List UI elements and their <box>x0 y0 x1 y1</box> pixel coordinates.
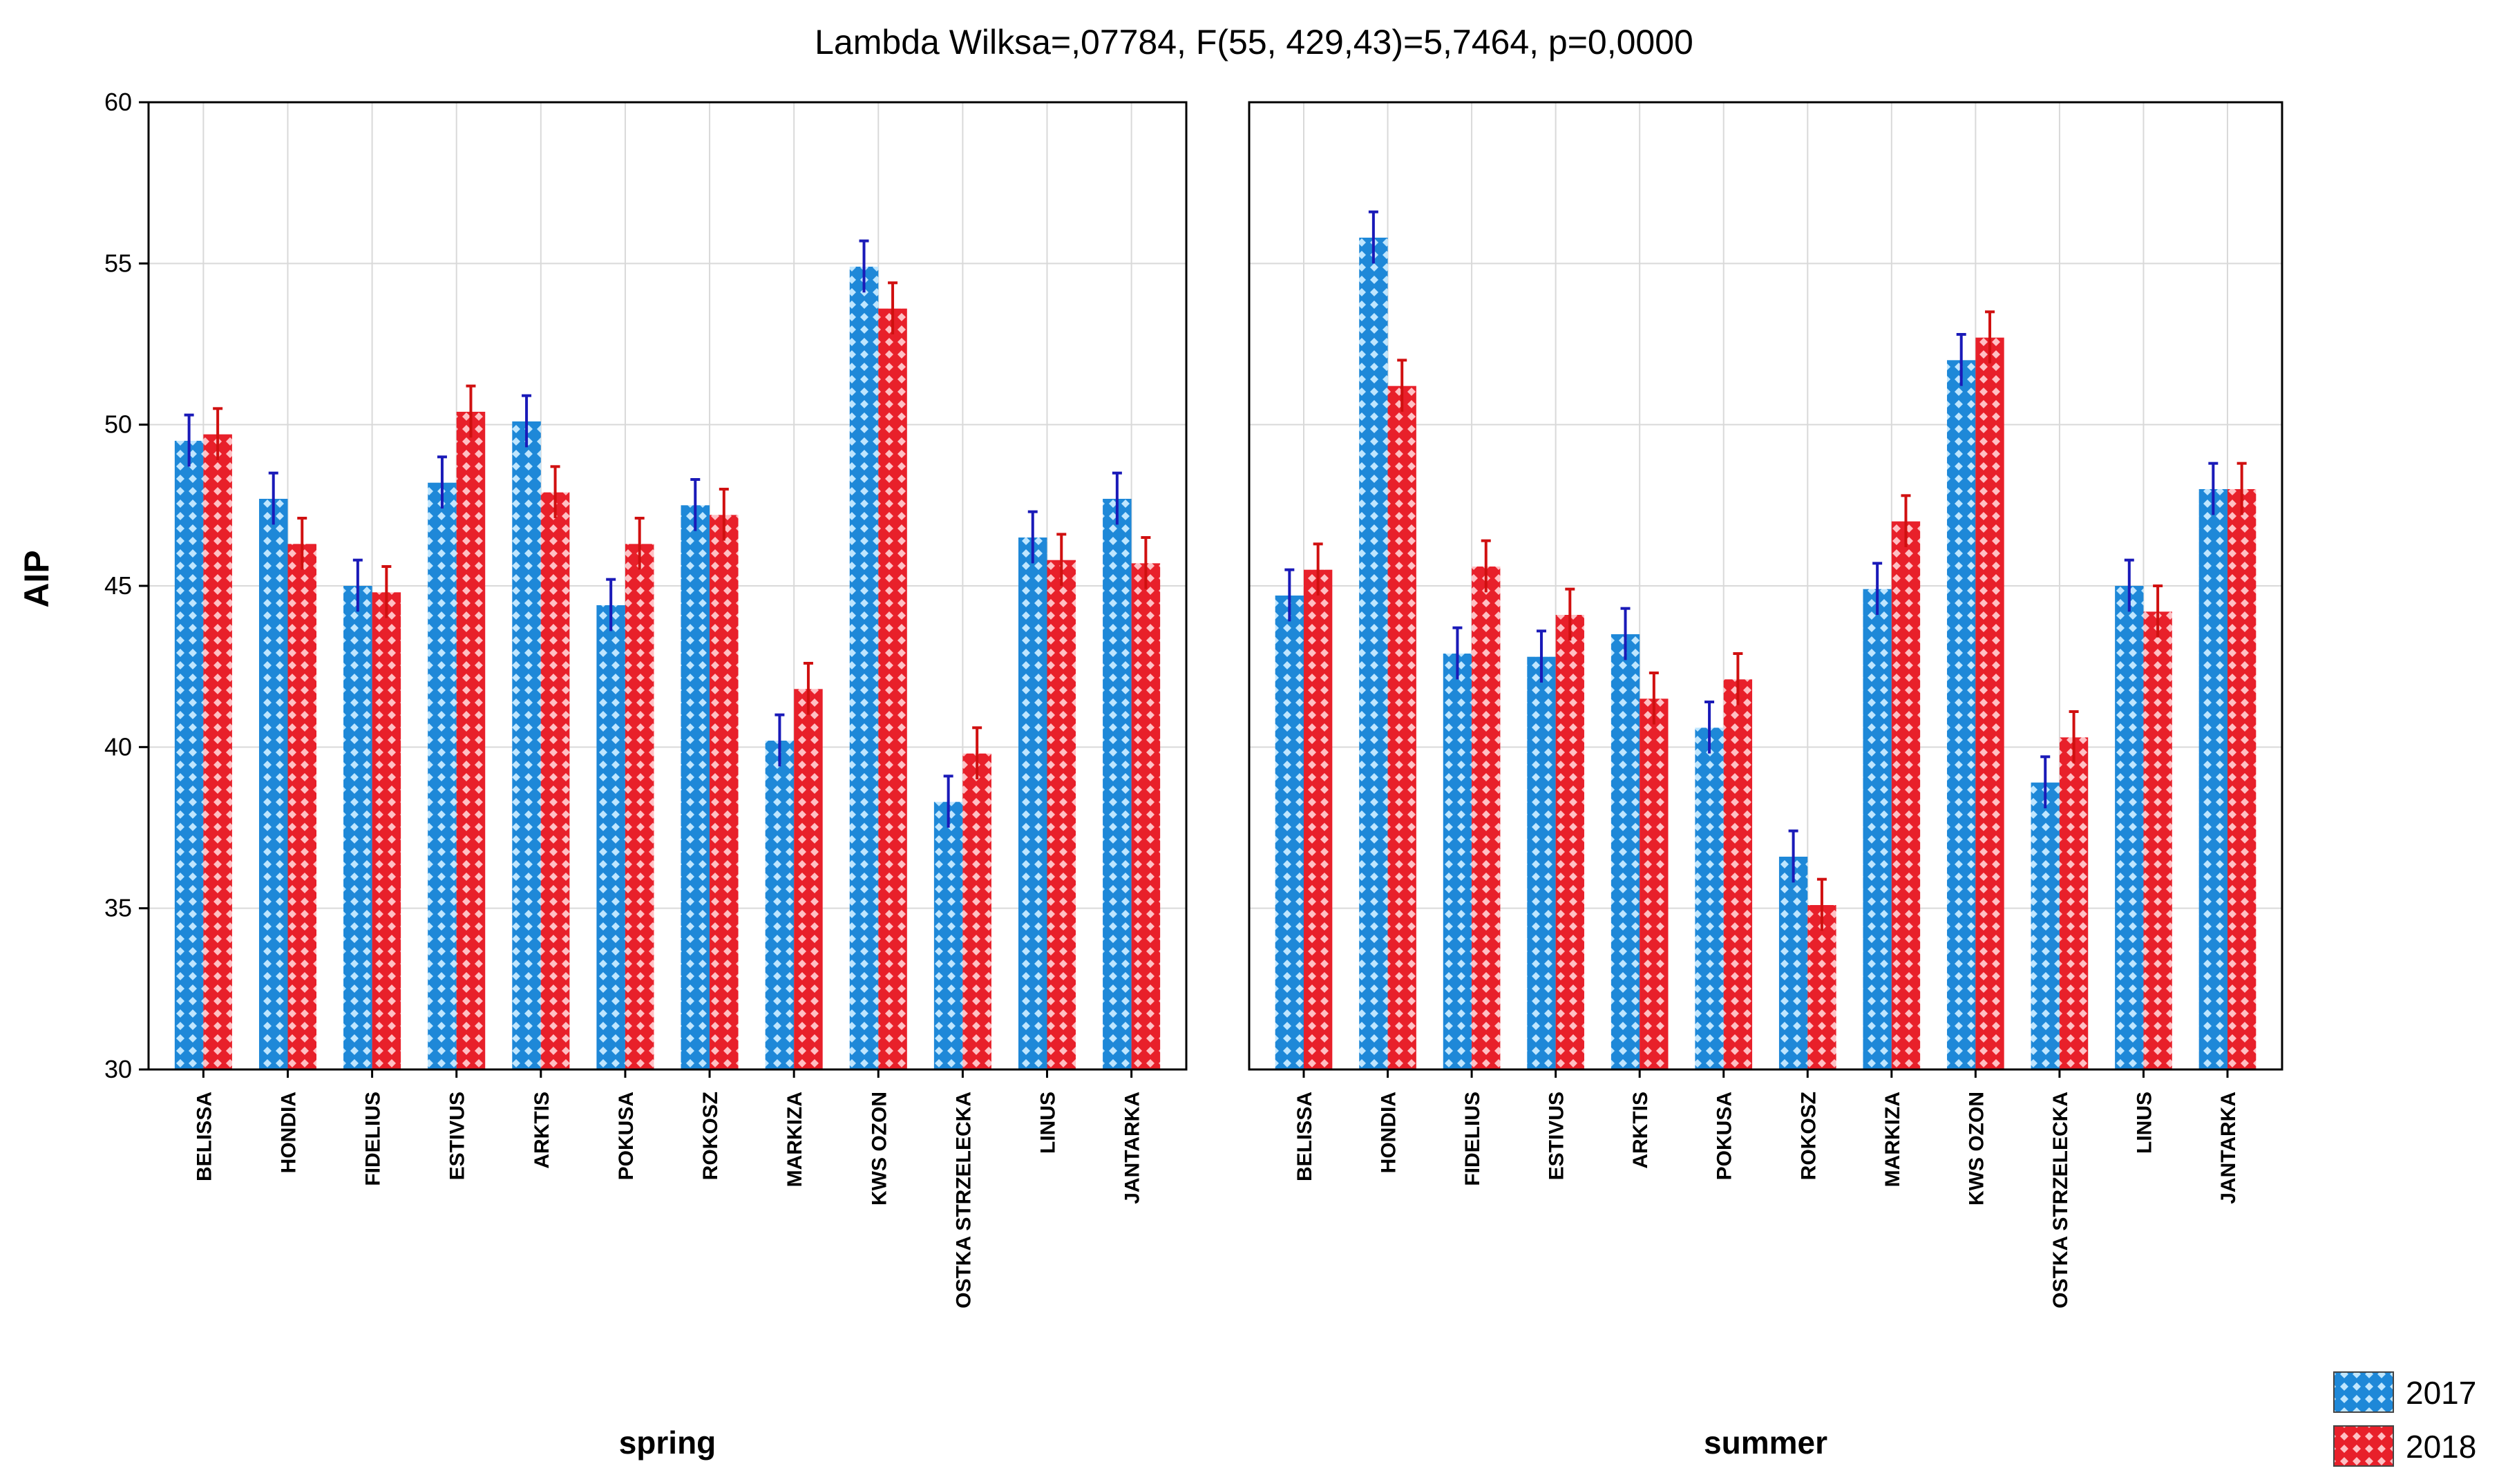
y-tick-label: 45 <box>104 571 132 600</box>
bar-spring-markiza-2017 <box>765 741 795 1069</box>
category-label-spring-fidelius: FIDELIUS <box>362 1092 385 1186</box>
bar-summer-pokusa-2017 <box>1695 727 1724 1069</box>
bar-summer-fidelius-2017 <box>1443 654 1472 1069</box>
bar-summer-linus-2018 <box>2143 611 2172 1069</box>
y-tick-label: 60 <box>104 88 132 116</box>
category-label-spring-ostka-strzelecka: OSTKA STRZELECKA <box>952 1092 975 1309</box>
category-label-spring-pokusa: POKUSA <box>615 1092 638 1180</box>
category-label-summer-belissa: BELISSA <box>1293 1092 1316 1181</box>
bar-spring-fidelius-2017 <box>343 586 372 1069</box>
bar-spring-belissa-2018 <box>203 434 232 1069</box>
y-tick-label: 40 <box>104 732 132 761</box>
legend-label-2017: 2017 <box>2406 1375 2476 1411</box>
bar-spring-estivus-2017 <box>428 482 457 1069</box>
bar-spring-jantarka-2017 <box>1103 499 1132 1069</box>
y-axis-label: AIP <box>17 550 56 607</box>
category-label-summer-kws-ozon: KWS OZON <box>1965 1092 1988 1206</box>
bar-summer-ostka-strzelecka-2017 <box>2031 782 2060 1069</box>
category-label-spring-kws-ozon: KWS OZON <box>868 1092 891 1206</box>
y-tick-label: 50 <box>104 410 132 439</box>
category-label-summer-hondia: HONDIA <box>1378 1092 1400 1173</box>
legend-swatch-2017 <box>2333 1371 2394 1413</box>
bar-spring-markiza-2018 <box>794 689 823 1069</box>
bar-spring-rokosz-2017 <box>681 505 710 1069</box>
panel-spring: 30 35 40 45 50 55 60 BELISSA HONDIA FIDELIUS ESTIV… <box>104 88 1188 1461</box>
bar-summer-belissa-2017 <box>1275 596 1304 1069</box>
bar-spring-kws-ozon-2017 <box>849 267 879 1069</box>
bar-spring-hondia-2017 <box>258 499 288 1069</box>
bar-spring-hondia-2018 <box>287 544 317 1069</box>
bar-spring-belissa-2017 <box>174 441 204 1069</box>
bar-spring-fidelius-2018 <box>372 592 401 1069</box>
chart-title: Lambda Wilksa=,07784, F(55, 429,43)=5,74… <box>815 23 1693 61</box>
bar-summer-pokusa-2018 <box>1723 679 1753 1069</box>
bar-spring-arktis-2017 <box>512 421 541 1069</box>
category-label-summer-arktis: ARKTIS <box>1629 1092 1652 1169</box>
bar-spring-rokosz-2018 <box>710 515 739 1069</box>
panel-summer: BELISSA HONDIA FIDELIUS ESTIVUS ARKTIS POKUSA… <box>1248 101 2283 1461</box>
bar-summer-hondia-2018 <box>1387 386 1416 1069</box>
bar-spring-linus-2018 <box>1047 560 1076 1069</box>
bar-summer-markiza-2017 <box>1863 589 1892 1069</box>
bar-summer-hondia-2017 <box>1359 238 1388 1069</box>
category-label-spring-markiza: MARKIZA <box>783 1092 806 1187</box>
category-label-summer-estivus: ESTIVUS <box>1546 1092 1568 1180</box>
category-label-spring-jantarka: JANTARKA <box>1121 1092 1144 1204</box>
category-label-spring-estivus: ESTIVUS <box>446 1092 469 1180</box>
bar-spring-ostka-strzelecka-2017 <box>933 801 963 1069</box>
bar-spring-pokusa-2017 <box>596 605 625 1069</box>
plot-frame-summer <box>1248 101 2283 1071</box>
category-label-summer-ostka-strzelecka: OSTKA STRZELECKA <box>2049 1092 2072 1309</box>
bar-summer-ostka-strzelecka-2018 <box>2059 737 2089 1069</box>
panel-label-spring: spring <box>619 1425 716 1461</box>
y-tick-label: 30 <box>104 1055 132 1083</box>
bar-spring-kws-ozon-2018 <box>878 308 907 1070</box>
bar-summer-rokosz-2018 <box>1807 905 1836 1069</box>
category-label-summer-markiza: MARKIZA <box>1881 1092 1904 1187</box>
bar-spring-estivus-2018 <box>456 412 486 1069</box>
bar-summer-arktis-2018 <box>1640 698 1669 1069</box>
bar-summer-linus-2017 <box>2115 586 2144 1069</box>
category-label-spring-belissa: BELISSA <box>193 1092 216 1181</box>
bar-spring-ostka-strzelecka-2018 <box>962 753 991 1069</box>
bar-summer-kws-ozon-2017 <box>1947 360 1976 1070</box>
bar-spring-jantarka-2018 <box>1131 563 1161 1069</box>
category-label-spring-linus: LINUS <box>1037 1092 1060 1154</box>
bar-spring-pokusa-2018 <box>625 544 654 1069</box>
bar-summer-arktis-2017 <box>1611 634 1640 1069</box>
category-label-summer-linus: LINUS <box>2133 1092 2156 1154</box>
legend: 2017 2018 <box>2333 1371 2476 1467</box>
category-label-spring-arktis: ARKTIS <box>531 1092 553 1169</box>
bar-summer-fidelius-2018 <box>1472 567 1501 1069</box>
bar-summer-estivus-2018 <box>1555 615 1584 1069</box>
bar-summer-jantarka-2018 <box>2227 489 2257 1069</box>
bar-summer-belissa-2018 <box>1304 569 1333 1069</box>
legend-label-2018: 2018 <box>2406 1429 2476 1465</box>
bar-summer-jantarka-2017 <box>2198 489 2227 1069</box>
category-label-summer-pokusa: POKUSA <box>1713 1092 1736 1180</box>
category-label-summer-fidelius: FIDELIUS <box>1461 1092 1484 1186</box>
panel-label-summer: summer <box>1704 1425 1827 1461</box>
bar-spring-arktis-2018 <box>540 492 570 1069</box>
bar-summer-kws-ozon-2018 <box>1975 337 2004 1070</box>
category-label-summer-rokosz: ROKOSZ <box>1797 1092 1820 1180</box>
bar-summer-rokosz-2017 <box>1778 857 1808 1069</box>
category-label-spring-hondia: HONDIA <box>277 1092 300 1173</box>
bar-summer-markiza-2018 <box>1891 521 1921 1069</box>
category-label-summer-jantarka: JANTARKA <box>2217 1092 2240 1204</box>
y-tick-label: 35 <box>104 894 132 922</box>
bar-summer-estivus-2017 <box>1527 656 1556 1069</box>
category-label-spring-rokosz: ROKOSZ <box>699 1092 722 1180</box>
legend-swatch-2018 <box>2333 1425 2394 1467</box>
y-tick-label: 55 <box>104 249 132 277</box>
bar-spring-linus-2017 <box>1018 538 1047 1069</box>
